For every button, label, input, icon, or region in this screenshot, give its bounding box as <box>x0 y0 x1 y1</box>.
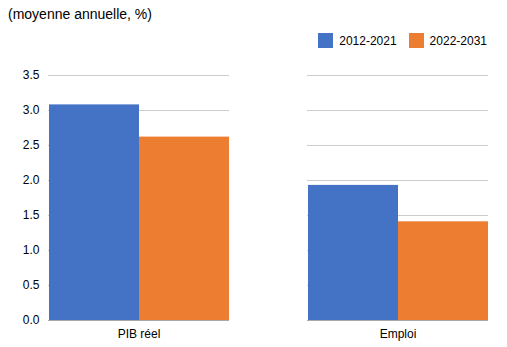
svg-text:1.0: 1.0 <box>23 243 40 257</box>
svg-text:2.0: 2.0 <box>23 173 40 187</box>
html-text:2012-2021: 2012-2021 <box>339 33 397 48</box>
svg-text:PIB réel: PIB réel <box>118 327 161 341</box>
svg-text:1.5: 1.5 <box>23 208 40 222</box>
svg-text:3.0: 3.0 <box>23 103 40 117</box>
html-text:2022-2031: 2022-2031 <box>429 33 487 48</box>
svg-text:0.5: 0.5 <box>23 278 40 292</box>
svg-text:3.5: 3.5 <box>23 68 40 82</box>
svg-text:2.5: 2.5 <box>23 138 40 152</box>
html-text:(moyenne annuelle, %): (moyenne annuelle, %) <box>8 6 152 22</box>
svg-text:Emploi: Emploi <box>380 327 417 341</box>
svg-text:0.0: 0.0 <box>23 313 40 327</box>
